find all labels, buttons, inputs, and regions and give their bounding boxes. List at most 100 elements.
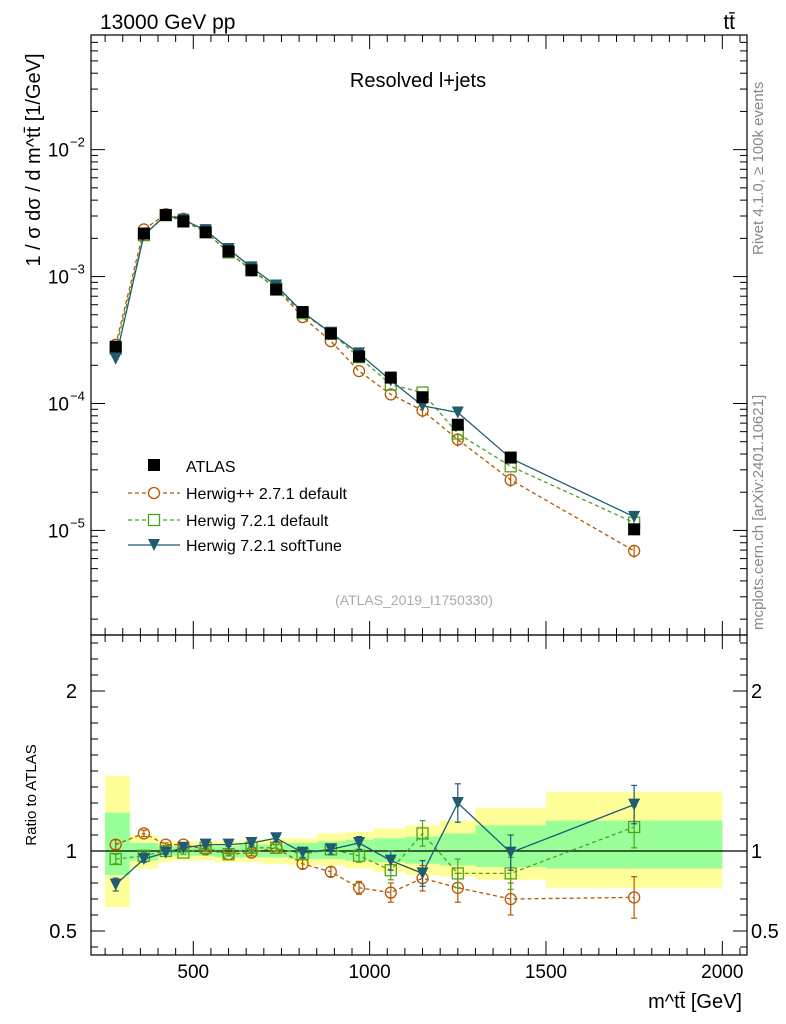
main-data-point-atlas xyxy=(270,283,283,296)
main-data-point-atlas xyxy=(384,371,397,384)
ratio-data-point-herwigpp xyxy=(352,881,366,894)
main-data-point-herwigpp xyxy=(627,544,641,558)
main-data-point-atlas xyxy=(353,350,366,363)
ratio-data-point-herwig-soft xyxy=(504,846,517,859)
ratio-y-tick-label: 0.5 xyxy=(49,921,77,943)
ratio-y-tick-label-right: 2 xyxy=(751,681,762,703)
ratio-data-point-herwig-soft xyxy=(109,878,122,891)
x-tick-label: 2000 xyxy=(701,962,743,983)
main-data-point-atlas xyxy=(628,523,641,536)
legend-atlas-marker xyxy=(148,459,160,471)
x-tick-label: 1500 xyxy=(525,962,567,983)
ratio-data-point-herwig-soft xyxy=(628,798,641,811)
ratio-y-tick-label-right: 0.5 xyxy=(751,921,779,943)
main-series-line-herwigpp xyxy=(115,213,635,552)
ratio-series-line-herwigpp xyxy=(115,832,635,900)
legend-herwig-default-label: Herwig 7.2.1 default xyxy=(186,513,329,530)
ratio-data-point-herwig-default xyxy=(352,849,366,862)
ratio-series-line-herwig-default xyxy=(115,826,635,875)
ratio-data-point-herwig-soft xyxy=(416,867,429,880)
ratio-y-tick-label-right: 1 xyxy=(751,841,762,863)
main-data-point-atlas xyxy=(296,306,309,319)
legend-entry-herwig-default: Herwig 7.2.1 default xyxy=(128,513,329,530)
legend-atlas-label: ATLAS xyxy=(186,459,236,476)
header-right-label: tt̄ xyxy=(723,11,735,34)
legend-entry-atlas: ATLAS xyxy=(148,459,236,476)
ratio-panel: 0.5 0.5 1 1 2 2 500 1000 1500 2000 Ratio to ATLAS… xyxy=(23,634,779,1013)
plot-title: Resolved l+jets xyxy=(350,70,486,92)
main-series-line-herwig-soft xyxy=(115,214,635,518)
legend-herwig-default-marker xyxy=(147,513,161,527)
ratio-data-point-herwig-soft xyxy=(222,838,235,851)
ratio-data-point-herwig-soft xyxy=(384,854,397,867)
ratio-y-axis-label: Ratio to ATLAS xyxy=(23,744,40,845)
ratio-data-point-herwig-soft xyxy=(324,843,337,856)
ratio-plot-frame xyxy=(90,634,748,956)
main-y-tick-exponent: −4 xyxy=(70,388,85,403)
main-y-tick-exponent: −5 xyxy=(70,515,85,530)
legend-entry-herwigpp: Herwig++ 2.7.1 default xyxy=(128,486,348,503)
legend-herwig-soft-label: Herwig 7.2.1 softTune xyxy=(186,538,342,555)
x-tick-label: 1000 xyxy=(348,962,390,983)
legend-herwigpp-marker xyxy=(147,486,161,500)
main-y-tick-label: 10 xyxy=(48,268,69,289)
ratio-y-tick-label: 2 xyxy=(66,681,77,703)
ratio-data-point-herwigpp xyxy=(627,891,641,904)
ratio-data-point-herwig-soft xyxy=(159,846,172,859)
main-data-point-herwig-soft xyxy=(628,510,641,523)
main-data-point-atlas xyxy=(451,418,464,431)
ratio-series-line-herwig-soft xyxy=(115,801,635,886)
ratio-data-point-herwigpp xyxy=(137,827,151,840)
ratio-data-point-herwig-soft xyxy=(245,837,258,849)
ratio-data-point-herwigpp xyxy=(504,892,517,906)
main-y-tick-exponent: −2 xyxy=(70,135,85,150)
ratio-data-point-herwigpp xyxy=(384,886,397,899)
main-series-line-herwig-default xyxy=(115,214,635,524)
main-data-point-herwigpp xyxy=(352,364,366,378)
legend-herwig-soft-marker xyxy=(148,539,160,551)
rivet-label: Rivet 4.1.0, ≥ 100k events xyxy=(750,82,767,255)
x-axis-label: m^tt̄ [GeV] xyxy=(648,991,742,1013)
ratio-data-point-herwig-soft xyxy=(451,797,464,809)
analysis-id: (ATLAS_2019_I1750330) xyxy=(335,592,493,608)
main-data-point-herwigpp xyxy=(504,473,517,487)
ratio-data-point-herwig-soft xyxy=(177,841,190,854)
main-panel: 10−510−410−310−2 Resolved l+jets (ATLAS_… xyxy=(23,34,748,636)
ratio-data-point-herwig-default xyxy=(451,867,464,880)
ratio-data-point-herwigpp xyxy=(109,838,122,851)
header-left-label: 13000 GeV pp xyxy=(100,11,235,34)
main-data-point-herwig-soft xyxy=(451,406,464,419)
ratio-data-point-herwig-default xyxy=(109,852,122,866)
ratio-y-tick-label: 1 xyxy=(66,841,77,863)
ratio-data-point-herwig-soft xyxy=(137,853,150,865)
ratio-data-point-herwig-soft xyxy=(296,846,309,859)
ratio-data-point-herwig-soft xyxy=(270,832,283,845)
legend: ATLAS Herwig++ 2.7.1 default Herwig 7.2.… xyxy=(128,459,348,555)
ratio-band-inner xyxy=(214,846,240,858)
main-data-point-atlas xyxy=(416,391,429,404)
ratio-data-point-herwig-soft xyxy=(199,838,212,851)
ratio-data-point-herwig-soft xyxy=(353,837,366,849)
main-data-point-atlas xyxy=(109,340,122,353)
x-tick-label: 500 xyxy=(177,962,209,983)
main-y-tick-label: 10 xyxy=(48,141,69,162)
main-data-point-atlas xyxy=(504,451,517,464)
main-data-point-atlas xyxy=(245,264,258,277)
legend-herwigpp-label: Herwig++ 2.7.1 default xyxy=(186,486,348,503)
ratio-data-point-herwigpp xyxy=(324,865,337,878)
main-y-tick-label: 10 xyxy=(48,394,69,415)
ratio-data-point-herwig-default xyxy=(416,827,429,840)
main-data-point-atlas xyxy=(199,226,212,239)
main-data-point-atlas xyxy=(177,215,190,228)
main-data-point-herwig-soft xyxy=(109,352,122,365)
main-y-tick-exponent: −3 xyxy=(70,262,85,277)
main-data-point-atlas xyxy=(137,227,150,240)
mcplots-label: mcplots.cern.ch [arXiv:2401.10621] xyxy=(750,395,767,630)
main-data-point-atlas xyxy=(324,327,337,340)
main-y-axis-label: 1 / σ dσ / d m^tt̄ [1/GeV] xyxy=(23,53,45,266)
main-data-point-herwigpp xyxy=(384,388,397,401)
legend-entry-herwig-soft: Herwig 7.2.1 softTune xyxy=(128,538,342,555)
main-y-tick-label: 10 xyxy=(48,521,69,542)
main-data-point-atlas xyxy=(222,245,235,258)
